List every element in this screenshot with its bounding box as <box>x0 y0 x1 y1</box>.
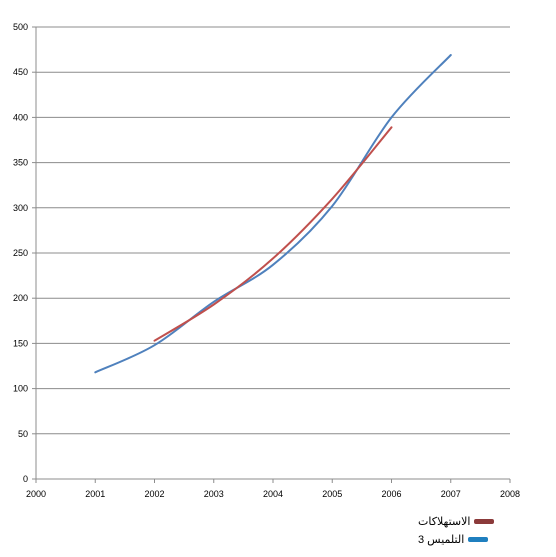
x-tick-label-2000: 2000 <box>26 489 46 499</box>
x-tick-label-2001: 2001 <box>85 489 105 499</box>
x-tick-label-2002: 2002 <box>144 489 164 499</box>
y-tick-label-450: 450 <box>13 67 28 77</box>
y-tick-label-300: 300 <box>13 203 28 213</box>
series-lines <box>94 54 452 374</box>
legend-item-consumption: الاستهلاكات <box>418 512 528 530</box>
x-axis-ticks: 2000 2001 2002 2003 2004 2005 2006 2007 2008 <box>26 479 520 499</box>
legend-swatch-smoothing <box>468 536 489 542</box>
legend-label-smoothing: التلميس 3 <box>418 533 465 546</box>
series-line-1 <box>94 54 452 374</box>
y-tick-label-50: 50 <box>18 429 28 439</box>
y-axis-ticks: 0 50 100 150 200 250 300 350 400 450 500 <box>13 22 36 484</box>
series-line-0 <box>153 126 393 342</box>
y-tick-label-500: 500 <box>13 22 28 32</box>
x-tick-label-2004: 2004 <box>263 489 283 499</box>
x-tick-label-2003: 2003 <box>204 489 224 499</box>
x-tick-label-2006: 2006 <box>381 489 401 499</box>
y-tick-label-350: 350 <box>13 158 28 168</box>
y-tick-label-0: 0 <box>23 474 28 484</box>
x-tick-label-2007: 2007 <box>441 489 461 499</box>
y-tick-label-150: 150 <box>13 338 28 348</box>
y-tick-label-250: 250 <box>13 248 28 258</box>
grid-lines <box>36 26 510 435</box>
legend-item-smoothing: التلميس 3 <box>418 530 528 548</box>
legend-swatch-consumption <box>474 518 495 524</box>
y-tick-label-400: 400 <box>13 112 28 122</box>
legend: الاستهلاكات التلميس 3 <box>418 512 528 548</box>
x-tick-label-2008: 2008 <box>500 489 520 499</box>
legend-label-consumption: الاستهلاكات <box>418 515 471 528</box>
x-tick-label-2005: 2005 <box>322 489 342 499</box>
y-tick-label-100: 100 <box>13 384 28 394</box>
y-tick-label-200: 200 <box>13 293 28 303</box>
